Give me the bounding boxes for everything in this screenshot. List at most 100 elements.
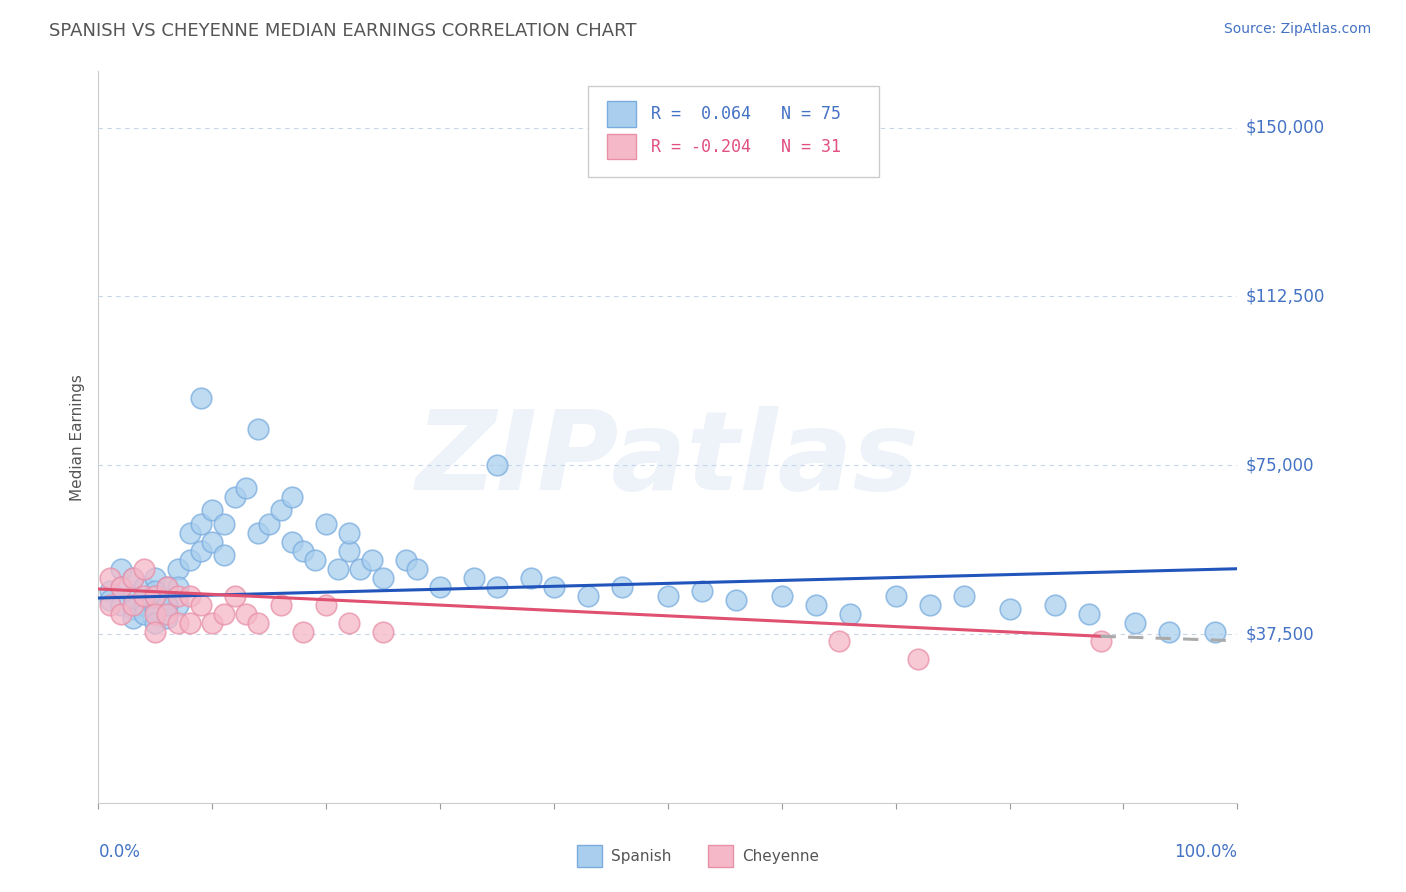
- Point: [110, 580, 132, 594]
- Point: [657, 589, 679, 603]
- Point: [337, 615, 360, 630]
- Point: [804, 598, 827, 612]
- Point: [145, 571, 167, 585]
- FancyBboxPatch shape: [588, 86, 879, 178]
- Point: [281, 490, 304, 504]
- Point: [110, 562, 132, 576]
- Point: [145, 589, 167, 603]
- Text: 100.0%: 100.0%: [1174, 843, 1237, 861]
- Point: [121, 589, 143, 603]
- Point: [612, 580, 634, 594]
- Point: [337, 525, 360, 540]
- Bar: [576, 846, 602, 867]
- Point: [281, 534, 304, 549]
- Text: ZIPatlas: ZIPatlas: [416, 406, 920, 513]
- Bar: [607, 134, 636, 160]
- Point: [145, 607, 167, 621]
- Point: [167, 589, 190, 603]
- Text: $112,500: $112,500: [1246, 287, 1324, 305]
- Point: [292, 624, 315, 639]
- Point: [121, 571, 143, 585]
- Point: [1157, 624, 1180, 639]
- Point: [167, 615, 190, 630]
- Point: [156, 607, 179, 621]
- Text: $75,000: $75,000: [1246, 456, 1315, 475]
- Point: [1043, 598, 1066, 612]
- Point: [145, 615, 167, 630]
- Point: [520, 571, 543, 585]
- Point: [315, 598, 337, 612]
- Point: [304, 553, 326, 567]
- Text: $37,500: $37,500: [1246, 625, 1315, 643]
- Point: [371, 571, 394, 585]
- Text: Spanish: Spanish: [610, 848, 671, 863]
- Point: [167, 562, 190, 576]
- Point: [145, 624, 167, 639]
- Point: [224, 589, 246, 603]
- Point: [121, 598, 143, 612]
- Point: [828, 633, 851, 648]
- Point: [132, 562, 155, 576]
- Point: [1123, 615, 1146, 630]
- Point: [406, 562, 429, 576]
- Point: [212, 516, 235, 531]
- Point: [953, 589, 976, 603]
- Point: [576, 589, 599, 603]
- Text: $150,000: $150,000: [1246, 119, 1324, 136]
- Point: [770, 589, 793, 603]
- Point: [121, 602, 143, 616]
- Point: [110, 607, 132, 621]
- Point: [259, 516, 281, 531]
- Bar: [607, 101, 636, 127]
- Point: [190, 391, 212, 405]
- Bar: [707, 846, 733, 867]
- Point: [156, 580, 179, 594]
- Point: [907, 652, 929, 666]
- Point: [1204, 624, 1226, 639]
- Point: [429, 580, 451, 594]
- Point: [212, 548, 235, 562]
- Y-axis label: Median Earnings: Median Earnings: [70, 374, 86, 500]
- Point: [145, 584, 167, 599]
- Point: [395, 553, 418, 567]
- Point: [98, 598, 121, 612]
- Point: [463, 571, 485, 585]
- Point: [292, 543, 315, 558]
- Point: [235, 607, 257, 621]
- Point: [167, 580, 190, 594]
- Point: [179, 589, 201, 603]
- Point: [190, 598, 212, 612]
- Text: Source: ZipAtlas.com: Source: ZipAtlas.com: [1223, 22, 1371, 37]
- Point: [349, 562, 371, 576]
- Point: [201, 534, 224, 549]
- Point: [167, 598, 190, 612]
- Point: [246, 525, 269, 540]
- Point: [1090, 633, 1112, 648]
- Point: [179, 553, 201, 567]
- Text: R =  0.064   N = 75: R = 0.064 N = 75: [651, 104, 841, 123]
- Text: 0.0%: 0.0%: [98, 843, 141, 861]
- Point: [1078, 607, 1101, 621]
- Point: [315, 516, 337, 531]
- Point: [371, 624, 394, 639]
- Point: [110, 598, 132, 612]
- Point: [270, 503, 292, 517]
- Point: [839, 607, 862, 621]
- Text: Cheyenne: Cheyenne: [742, 848, 818, 863]
- Point: [224, 490, 246, 504]
- Point: [884, 589, 907, 603]
- Point: [190, 516, 212, 531]
- Point: [201, 615, 224, 630]
- Point: [918, 598, 941, 612]
- Point: [132, 598, 155, 612]
- Point: [337, 543, 360, 558]
- Point: [190, 543, 212, 558]
- Point: [132, 607, 155, 621]
- Point: [145, 602, 167, 616]
- Text: R = -0.204   N = 31: R = -0.204 N = 31: [651, 137, 841, 156]
- Point: [179, 525, 201, 540]
- Point: [145, 589, 167, 603]
- Point: [998, 602, 1021, 616]
- Point: [110, 580, 132, 594]
- Point: [121, 571, 143, 585]
